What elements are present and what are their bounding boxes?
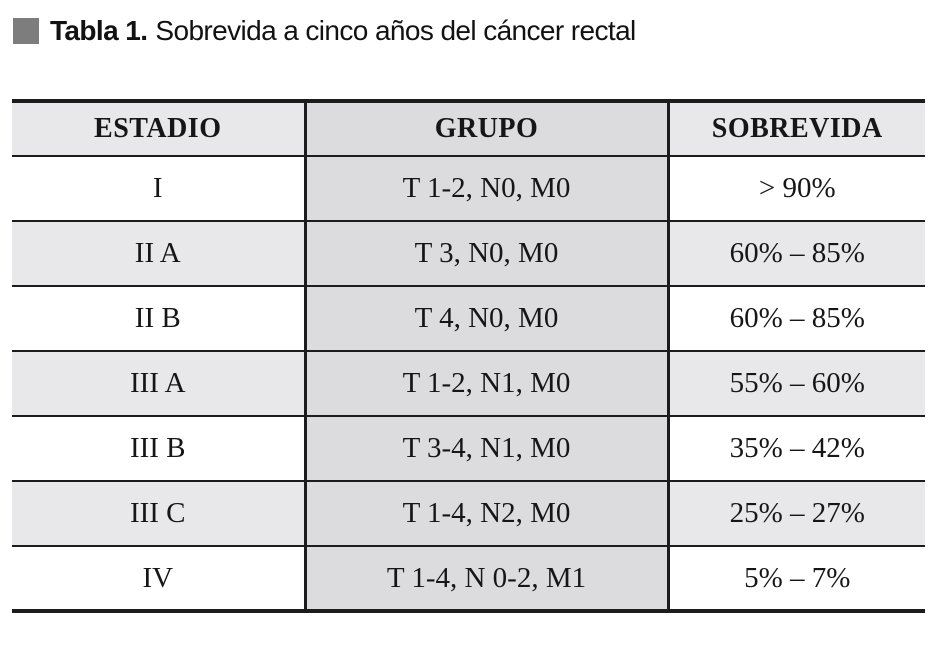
cell-grupo: T 4, N0, M0 <box>303 285 670 351</box>
cell-estadio: IV <box>12 545 305 611</box>
cell-estadio: II B <box>12 285 305 351</box>
table-row: I T 1-2, N0, M0 > 90% <box>12 155 925 221</box>
cell-estadio: III B <box>12 415 305 481</box>
survival-table: ESTADIO GRUPO SOBREVIDA I T 1-2, N0, M0 … <box>12 99 925 613</box>
cell-sobrevida: 25% – 27% <box>668 480 925 546</box>
cell-grupo: T 1-2, N0, M0 <box>303 155 670 221</box>
caption-text: Sobrevida a cinco años del cáncer rectal <box>155 15 636 46</box>
caption-label: Tabla 1. <box>50 15 148 46</box>
table-row: III B T 3-4, N1, M0 35% – 42% <box>12 415 925 481</box>
table-row: II A T 3, N0, M0 60% – 85% <box>12 220 925 286</box>
header-grupo: GRUPO <box>303 101 670 156</box>
cell-grupo: T 1-2, N1, M0 <box>303 350 670 416</box>
cell-estadio: I <box>12 155 305 221</box>
table-row: II B T 4, N0, M0 60% – 85% <box>12 285 925 351</box>
header-sobrevida: SOBREVIDA <box>668 101 925 156</box>
header-estadio: ESTADIO <box>12 101 305 156</box>
cell-sobrevida: > 90% <box>668 155 925 221</box>
header-row: ESTADIO GRUPO SOBREVIDA <box>12 101 925 156</box>
table-row: III C T 1-4, N2, M0 25% – 27% <box>12 480 925 546</box>
survival-table-container: ESTADIO GRUPO SOBREVIDA I T 1-2, N0, M0 … <box>12 99 925 613</box>
table-row: IV T 1-4, N 0-2, M1 5% – 7% <box>12 545 925 611</box>
cell-estadio: III A <box>12 350 305 416</box>
cell-grupo: T 3, N0, M0 <box>303 220 670 286</box>
table-row: III A T 1-2, N1, M0 55% – 60% <box>12 350 925 416</box>
cell-sobrevida: 35% – 42% <box>668 415 925 481</box>
cell-sobrevida: 60% – 85% <box>668 220 925 286</box>
cell-estadio: III C <box>12 480 305 546</box>
caption-square-icon <box>13 18 39 44</box>
cell-grupo: T 3-4, N1, M0 <box>303 415 670 481</box>
cell-grupo: T 1-4, N 0-2, M1 <box>303 545 670 611</box>
cell-sobrevida: 55% – 60% <box>668 350 925 416</box>
table-caption: Tabla 1. Sobrevida a cinco años del cánce… <box>13 15 636 47</box>
cell-grupo: T 1-4, N2, M0 <box>303 480 670 546</box>
cell-sobrevida: 60% – 85% <box>668 285 925 351</box>
cell-estadio: II A <box>12 220 305 286</box>
cell-sobrevida: 5% – 7% <box>668 545 925 611</box>
